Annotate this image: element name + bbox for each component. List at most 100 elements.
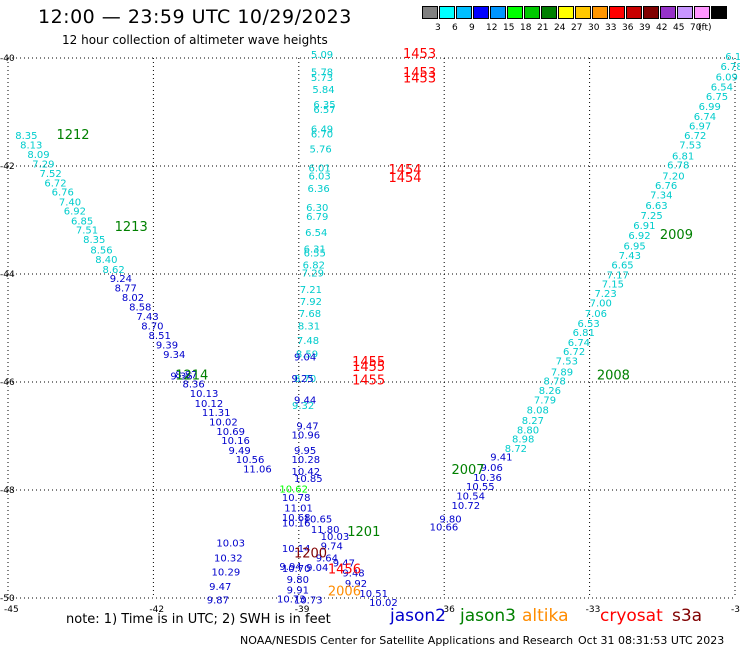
wave-height-value: 7.89 (551, 368, 573, 379)
wave-height-value: 9.80 (439, 514, 461, 525)
wave-height-value: 11.01 (284, 504, 313, 515)
wave-height-value: 6.49 (311, 125, 333, 136)
wave-height-value: 6.91 (633, 221, 655, 232)
pass-time-label: 2007 (451, 463, 484, 478)
page-subtitle: 12 hour collection of altimeter wave hei… (62, 33, 328, 47)
satellite-legend-item: cryosat (600, 606, 663, 626)
wave-height-value: 10.66 (430, 523, 459, 534)
wave-height-value: 7.48 (297, 336, 319, 347)
wave-height-value: 7.92 (300, 297, 322, 308)
pass-time-label: 1455 (352, 374, 385, 389)
color-legend-label: 21 (537, 23, 549, 33)
wave-height-value: 7.68 (299, 309, 321, 320)
color-legend-label: 33 (605, 23, 617, 33)
satellite-legend-item: jason3 (460, 606, 516, 626)
wave-height-value: 6.54 (711, 82, 733, 93)
wave-height-value: 8.26 (539, 386, 561, 397)
wave-height-value: 6.01 (308, 163, 330, 174)
wave-height-value: 8.13 (20, 141, 42, 152)
wave-height-value: 7.21 (300, 285, 322, 296)
wave-height-value: 10.69 (216, 427, 245, 438)
wave-height-value: 10.54 (456, 492, 485, 503)
wave-height-value: 10.02 (209, 418, 238, 429)
wave-height-value: 7.79 (534, 396, 556, 407)
wave-height-value: 8.77 (115, 283, 137, 294)
wave-height-value: 6.81 (573, 328, 595, 339)
color-legend-label: 30 (588, 23, 600, 33)
wave-height-value: 9.64 (316, 553, 338, 564)
wave-height-value: 9.41 (490, 452, 512, 463)
wave-height-value: 6.57 (313, 105, 335, 116)
x-tick-label: -36 (440, 605, 455, 615)
pass-time-label: 1455 (352, 355, 385, 370)
wave-height-value: 8.87 (175, 370, 197, 381)
wave-height-value: 9.87 (207, 595, 229, 606)
axis-ticks: -45 -42 -39 -36 -33 -30 -40 -42 -44 -46 -48 -50 (0, 54, 740, 615)
pass-time-label: 1453 (403, 66, 436, 81)
wave-height-value: 8.62 (103, 265, 125, 276)
wave-height-value: 10.96 (292, 431, 321, 442)
color-legend-swatch (643, 6, 659, 19)
wave-height-value: 11.06 (243, 465, 272, 476)
wave-height-value: 6.92 (64, 207, 86, 218)
wave-height-value: 6.74 (568, 338, 590, 349)
pass-time-label: 1456 (328, 563, 361, 578)
y-tick-label: -46 (0, 378, 15, 388)
wave-height-value: 8.70 (294, 374, 316, 385)
wave-height-value: 9.36 (170, 371, 192, 382)
page-title: 12:00 — 23:59 UTC 10/29/2023 (38, 6, 352, 28)
wave-height-value: 6.65 (611, 261, 633, 272)
wave-height-value: 10.02 (369, 598, 398, 609)
wave-height-value: 6.54 (305, 228, 327, 239)
wave-height-value: 9.04 (294, 352, 316, 363)
color-legend-swatch (575, 6, 591, 19)
color-legend-swatch (439, 6, 455, 19)
color-legend-label: 70 (690, 23, 702, 33)
wave-height-value: 9.91 (287, 586, 309, 597)
y-tick-label: -50 (0, 594, 15, 604)
y-tick-label: -40 (0, 54, 15, 64)
wave-height-value: 10.14 (282, 544, 311, 555)
color-legend-label: 18 (520, 23, 532, 33)
wave-height-value: 8.72 (505, 444, 527, 455)
wave-height-value: 5.73 (311, 73, 333, 84)
x-tick-label: -30 (731, 605, 740, 615)
color-legend-label: 6 (452, 23, 458, 33)
color-legend-swatch (592, 6, 608, 19)
color-legend-swatch (660, 6, 676, 19)
wave-height-value: 11.80 (311, 525, 340, 536)
color-legend-swatch (711, 6, 727, 19)
color-legend-swatch (490, 6, 506, 19)
wave-height-value: 6.92 (628, 231, 650, 242)
wave-height-value: 7.52 (40, 169, 62, 180)
wave-height-value: 6.99 (699, 102, 721, 113)
satellite-legend-item: s3a (672, 606, 703, 626)
wave-height-value: 8.70 (141, 322, 163, 333)
color-legend-label: 9 (469, 23, 475, 33)
wave-height-value: 6.79 (306, 212, 328, 223)
wave-height-value: 7.17 (607, 270, 629, 281)
wave-height-value: 7.53 (556, 357, 578, 368)
wave-height-value: 7.15 (602, 280, 624, 291)
color-legend-label: 39 (639, 23, 651, 33)
color-legend-label: 27 (571, 23, 583, 33)
wave-height-value: 9.24 (110, 274, 132, 285)
wave-height-value: 6.72 (563, 347, 585, 358)
color-legend-swatch (456, 6, 472, 19)
wave-height-value: 6.82 (303, 261, 325, 272)
color-legend-swatch (524, 6, 540, 19)
wave-height-value: 10.16 (282, 519, 311, 530)
wave-height-value: 9.92 (345, 579, 367, 590)
wave-height-value: 7.53 (679, 141, 701, 152)
color-legend-label: 45 (673, 23, 685, 33)
map-grid (7, 57, 736, 599)
x-tick-label: -39 (295, 605, 310, 615)
wave-height-value: 10.65 (304, 514, 333, 525)
wave-height-value: 9.48 (342, 568, 364, 579)
wave-height-value: 8.40 (95, 255, 117, 266)
wave-height-value: 8.51 (149, 331, 171, 342)
wave-height-value: 10.32 (214, 553, 243, 564)
pass-time-label: 1454 (388, 163, 421, 178)
color-legend-swatch (609, 6, 625, 19)
wave-height-value: 6.78 (720, 62, 740, 73)
